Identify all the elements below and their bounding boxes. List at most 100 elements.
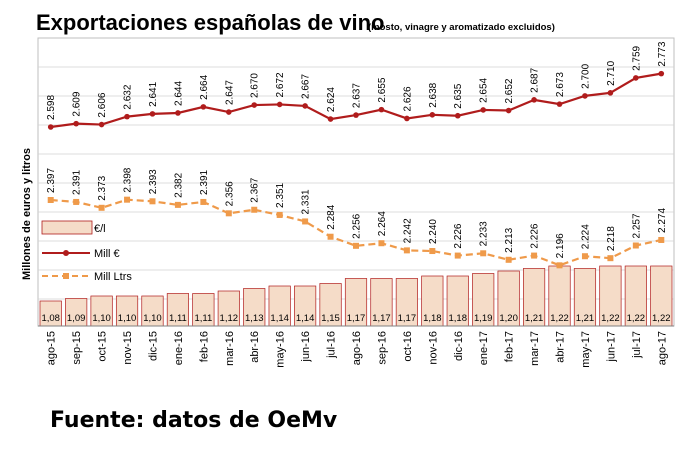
- label-mill-ltrs-18: 2.213: [504, 227, 515, 252]
- x-axis-ticks: ago-15 sep-15 oct-15 nov-15 dic-15 ene-16 feb-…: [46, 331, 669, 368]
- point-mill-ltrs-0: [47, 197, 54, 203]
- point-mill-ltrs-19: [531, 252, 538, 259]
- label-bar-16: 1,18: [449, 313, 468, 324]
- label-mill-ltrs-22: 2.218: [606, 226, 617, 251]
- label-mill-eur-20: 2.673: [555, 72, 566, 97]
- label-mill-eur-2: 2.606: [97, 92, 108, 117]
- legend-marker-line: [63, 250, 69, 256]
- tick-label-7: mar-16: [224, 331, 236, 366]
- line-series: [47, 70, 665, 269]
- point-mill-eur-5: [175, 110, 181, 116]
- label-bar-10: 1,14: [296, 313, 315, 324]
- label-mill-eur-15: 2.638: [428, 82, 439, 107]
- label-mill-eur-6: 2.664: [199, 74, 210, 99]
- tick-label-24: ago-17: [656, 331, 668, 365]
- label-bar-14: 1,17: [398, 313, 417, 324]
- label-bar-21: 1,21: [576, 313, 595, 324]
- label-mill-ltrs-4: 2.393: [148, 169, 159, 194]
- point-mill-ltrs-2: [98, 204, 105, 211]
- label-mill-ltrs-21: 2.224: [580, 224, 591, 249]
- tick-label-19: mar-17: [529, 331, 541, 366]
- label-mill-ltrs-1: 2.391: [72, 169, 83, 194]
- label-bar-4: 1,10: [143, 313, 162, 324]
- tick-label-0: ago-15: [46, 331, 58, 365]
- tick-label-10: jun-16: [300, 331, 312, 363]
- point-mill-ltrs-3: [124, 196, 131, 203]
- label-mill-eur-14: 2.626: [402, 86, 413, 111]
- point-mill-eur-13: [378, 106, 385, 113]
- legend-marker-dashed: [63, 273, 69, 279]
- label-mill-ltrs-19: 2.226: [530, 223, 541, 248]
- legend: €/l Mill € Mill Ltrs: [41, 220, 132, 283]
- point-mill-eur-0: [47, 124, 54, 130]
- tick-label-21: may-17: [580, 331, 592, 368]
- tick-label-3: nov-15: [122, 331, 134, 365]
- point-mill-eur-15: [429, 112, 436, 118]
- data-labels: 2.598 2.609 2.606 2.632 2.641 2.644 2.664 2.647…: [41, 41, 670, 324]
- point-mill-eur-7: [226, 109, 232, 115]
- point-mill-eur-16: [454, 112, 461, 119]
- point-mill-ltrs-22: [607, 255, 614, 262]
- legend-swatch-bar: [41, 220, 93, 235]
- label-mill-ltrs-9: 2.351: [275, 182, 286, 207]
- label-mill-ltrs-3: 2.398: [123, 167, 134, 192]
- tick-label-20: abr-17: [555, 331, 567, 363]
- tick-label-5: ene-16: [173, 331, 185, 365]
- point-mill-ltrs-14: [403, 247, 410, 254]
- label-mill-ltrs-11: 2.284: [326, 204, 337, 229]
- tick-label-11: jul-16: [326, 331, 338, 359]
- chart-title: Exportaciones españolas de vino: [36, 10, 384, 35]
- label-mill-eur-0: 2.598: [46, 95, 57, 120]
- point-mill-eur-4: [149, 111, 156, 117]
- point-mill-ltrs-9: [276, 211, 283, 218]
- point-mill-eur-1: [73, 120, 79, 127]
- label-bar-2: 1,10: [92, 313, 111, 324]
- point-mill-eur-11: [327, 116, 334, 122]
- label-bar-17: 1,19: [474, 313, 493, 324]
- tick-label-22: jun-17: [605, 331, 617, 363]
- source-note: Fuente: datos de OeMv: [50, 408, 338, 433]
- label-mill-eur-24: 2.773: [657, 41, 668, 66]
- label-bar-8: 1,13: [245, 313, 264, 324]
- point-mill-eur-14: [404, 115, 410, 122]
- tick-label-14: oct-16: [402, 331, 414, 362]
- point-mill-ltrs-1: [73, 198, 80, 205]
- label-bar-5: 1,11: [169, 313, 187, 324]
- tick-label-2: oct-15: [97, 331, 109, 362]
- tick-label-16: dic-16: [453, 331, 465, 361]
- label-mill-eur-3: 2.632: [123, 84, 134, 109]
- label-mill-eur-17: 2.654: [479, 77, 490, 102]
- point-mill-ltrs-8: [251, 206, 258, 213]
- point-mill-ltrs-5: [174, 201, 181, 208]
- tick-label-23: jul-17: [631, 331, 643, 359]
- bar-series: [38, 265, 674, 327]
- label-bar-23: 1,22: [627, 313, 646, 324]
- label-mill-eur-5: 2.644: [173, 81, 184, 106]
- label-mill-eur-11: 2.624: [326, 87, 337, 112]
- legend-label-bar: €/l: [94, 223, 106, 235]
- label-mill-eur-10: 2.667: [301, 73, 312, 98]
- label-bar-1: 1,09: [67, 313, 86, 324]
- label-mill-ltrs-10: 2.331: [301, 189, 312, 214]
- tick-label-9: may-16: [275, 331, 287, 368]
- label-bar-9: 1,14: [270, 313, 289, 324]
- point-mill-eur-3: [124, 113, 130, 120]
- point-mill-eur-20: [556, 101, 563, 107]
- point-mill-ltrs-7: [225, 210, 232, 217]
- point-mill-eur-21: [582, 93, 588, 99]
- tick-label-4: dic-15: [147, 331, 159, 361]
- label-mill-eur-8: 2.670: [250, 73, 261, 98]
- chart-subtitle: (mosto, vinagre y aromatizado excluidos): [368, 22, 555, 33]
- label-mill-eur-22: 2.710: [606, 60, 617, 85]
- label-mill-ltrs-16: 2.226: [453, 223, 464, 248]
- label-mill-ltrs-2: 2.373: [97, 175, 108, 200]
- point-mill-ltrs-12: [353, 242, 359, 249]
- label-mill-ltrs-8: 2.367: [250, 177, 261, 202]
- point-mill-eur-23: [633, 75, 639, 81]
- point-mill-ltrs-10: [302, 218, 309, 225]
- point-mill-eur-12: [353, 112, 359, 118]
- point-mill-ltrs-20: [556, 262, 563, 269]
- label-mill-eur-23: 2.759: [631, 45, 642, 70]
- point-mill-ltrs-11: [327, 233, 334, 240]
- label-mill-ltrs-0: 2.397: [46, 168, 57, 193]
